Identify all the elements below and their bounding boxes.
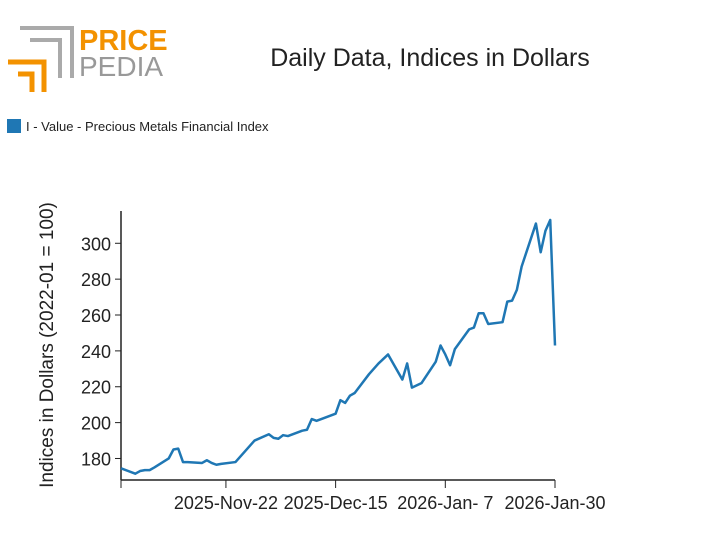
y-tick-label: 200	[81, 414, 111, 434]
legend-swatch	[7, 119, 21, 133]
y-tick-label: 180	[81, 449, 111, 469]
series-line	[120, 218, 557, 475]
y-axis-label: Indices in Dollars (2022-01 = 100)	[37, 202, 58, 488]
logo-shape	[8, 59, 47, 92]
y-tick-label: 260	[81, 306, 111, 326]
logo-shape	[20, 26, 74, 78]
y-tick-label: 300	[81, 234, 111, 254]
logo-shape	[30, 38, 62, 78]
logo-text: PRICE	[79, 25, 168, 57]
x-tick-label: 2025-Nov-22	[174, 493, 278, 513]
legend-label: I - Value - Precious Metals Financial In…	[26, 119, 269, 134]
x-tick-label: 2026-Jan-30	[504, 493, 605, 513]
y-tick-label: 240	[81, 342, 111, 362]
logo-text: PEDIA	[79, 51, 163, 82]
x-tick-label: 2025-Dec-15	[284, 493, 388, 513]
logo-shape	[18, 71, 35, 92]
x-tick-label: 2026-Jan- 7	[397, 493, 493, 513]
y-tick-label: 220	[81, 378, 111, 398]
logo: PRICE PEDIA	[8, 25, 168, 92]
chart-title: Daily Data, Indices in Dollars	[270, 44, 590, 72]
y-tick-label: 280	[81, 270, 111, 290]
